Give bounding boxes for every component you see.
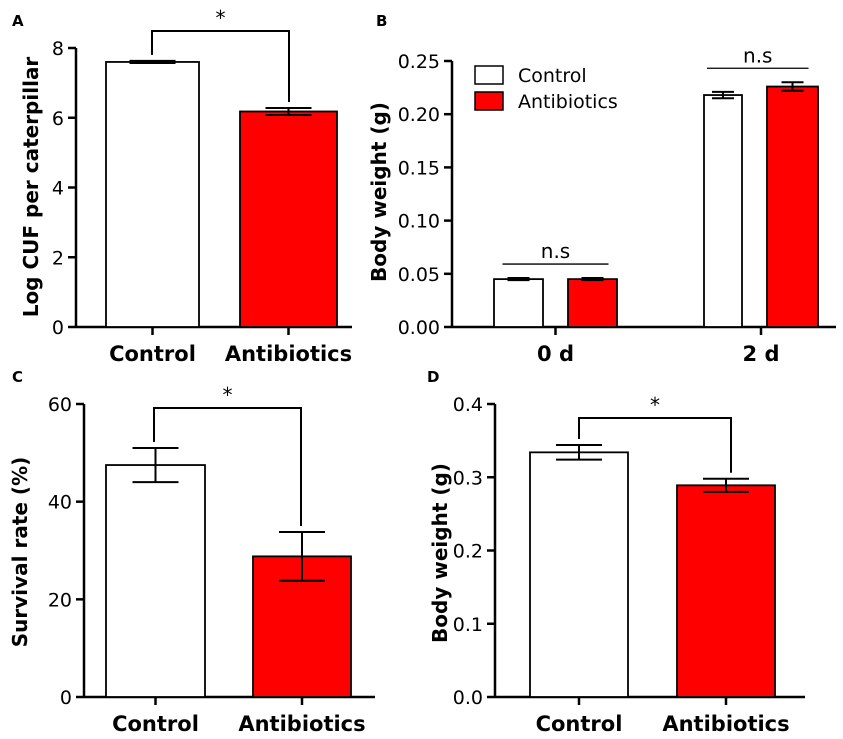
panel-d-y-tick-label: 0.0 bbox=[453, 687, 483, 709]
legend-swatch-control bbox=[474, 65, 504, 85]
panel-c-y-axis-title: Survival rate (%) bbox=[8, 457, 32, 648]
panel-b-x-tick-label: 2 d bbox=[743, 342, 780, 366]
panel-a-bar-antibiotics bbox=[239, 110, 338, 328]
panel-b-y-tick-label: 0.25 bbox=[398, 51, 440, 73]
panel-b-y-tick-label: 0.15 bbox=[398, 157, 440, 179]
panel-d-letter: D bbox=[427, 368, 439, 386]
panel-c-bar-control bbox=[105, 464, 206, 698]
panel-b-y-axis-title: Body weight (g) bbox=[367, 102, 391, 282]
panel-b-y-tick-label: 0.20 bbox=[398, 104, 440, 126]
panel-a-y-tick-label: 4 bbox=[52, 178, 64, 200]
panel-a-y-tick-label: 0 bbox=[52, 317, 64, 339]
legend-label-antibiotics: Antibiotics bbox=[518, 91, 618, 113]
panel-b-significance-label: n.s bbox=[541, 239, 570, 263]
panel-d-x-tick-label: Antibiotics bbox=[662, 712, 789, 734]
panel-a-significance-label: * bbox=[216, 6, 226, 30]
panel-d-bar-control bbox=[529, 451, 629, 698]
panel-b-bar-control bbox=[493, 278, 544, 328]
panel-a-x-tick-label: Antibiotics bbox=[225, 342, 352, 366]
panel-b-bar-control bbox=[703, 94, 743, 328]
panel-c-y-tick-label: 60 bbox=[48, 394, 72, 416]
panel-b-y-tick-label: 0.10 bbox=[398, 211, 440, 233]
panel-b-x-tick-label: 0 d bbox=[537, 342, 574, 366]
panel-a-bar-control bbox=[105, 61, 200, 328]
panel-d-x-tick-label: Control bbox=[536, 712, 623, 734]
panel-a-y-tick-label: 8 bbox=[52, 38, 64, 60]
panel-d-bar-antibiotics bbox=[676, 484, 776, 698]
panel-b-y-tick-label: 0.00 bbox=[398, 317, 440, 339]
panel-d-y-tick-label: 0.3 bbox=[453, 467, 483, 489]
panel-d-significance-bracket bbox=[578, 417, 732, 473]
panel-c-x-tick-label: Control bbox=[112, 712, 199, 734]
panel-c-significance-bracket bbox=[153, 407, 302, 526]
panel-b-bar-antibiotics bbox=[766, 85, 819, 328]
panel-c-y-tick-label: 20 bbox=[48, 589, 72, 611]
legend-swatch-antibiotics bbox=[474, 91, 504, 111]
panel-a-y-tick-label: 2 bbox=[52, 247, 64, 269]
legend-label-control: Control bbox=[518, 65, 587, 87]
panel-c-y-tick-label: 0 bbox=[60, 687, 72, 709]
panel-b-y-tick-label: 0.05 bbox=[398, 264, 440, 286]
panel-d-significance-label: * bbox=[650, 393, 660, 417]
panel-a-y-tick-label: 6 bbox=[52, 108, 64, 130]
panel-c-y-tick-label: 40 bbox=[48, 492, 72, 514]
panel-a-significance-bracket bbox=[151, 30, 290, 102]
panel-b-bar-antibiotics bbox=[567, 278, 618, 328]
panel-d-y-axis-title: Body weight (g) bbox=[428, 463, 452, 643]
panel-a-x-tick-label: Control bbox=[109, 342, 196, 366]
panel-c-significance-label: * bbox=[223, 383, 233, 407]
panel-d-y-tick-label: 0.1 bbox=[453, 614, 483, 636]
panel-d-y-tick-label: 0.2 bbox=[453, 541, 483, 563]
panel-a-y-axis-title: Log CUF per caterpillar bbox=[19, 57, 43, 318]
panel-b-significance-label: n.s bbox=[743, 43, 772, 67]
panel-b-letter: B bbox=[376, 12, 387, 30]
panel-a-letter: A bbox=[12, 12, 24, 30]
panel-c-x-tick-label: Antibiotics bbox=[238, 712, 365, 734]
panel-d-y-tick-label: 0.4 bbox=[453, 394, 483, 416]
panel-c-letter: C bbox=[12, 368, 23, 386]
